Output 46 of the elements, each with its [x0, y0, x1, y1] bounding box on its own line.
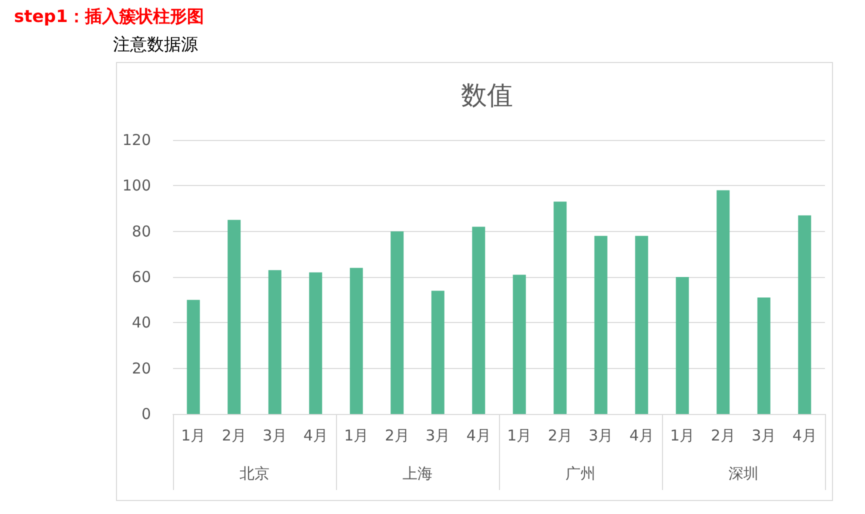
x-tick-label: 3月 — [426, 426, 450, 444]
y-tick-label: 60 — [132, 268, 151, 286]
x-tick-label: 1月 — [670, 426, 695, 444]
bar — [512, 274, 526, 414]
x-tick-label: 3月 — [752, 426, 776, 444]
bar — [309, 272, 322, 414]
text: 注意数据源 — [113, 34, 198, 56]
bar — [472, 226, 486, 414]
x-tick-label: 3月 — [588, 426, 614, 444]
x-tick-label: 1月 — [507, 426, 532, 444]
bar — [268, 270, 282, 414]
y-tick-label: 20 — [132, 359, 151, 378]
chart-title: 数值 — [461, 81, 513, 111]
bar — [228, 220, 241, 414]
bar — [186, 300, 200, 414]
x-tick-label: 2月 — [384, 426, 410, 444]
text: step1：插入簇状柱形图 — [14, 6, 204, 28]
bar — [798, 215, 812, 414]
bar — [757, 298, 770, 414]
text: 深圳 — [728, 464, 758, 482]
bar — [635, 236, 648, 414]
y-tick-label: 120 — [122, 131, 151, 149]
bar — [716, 190, 730, 414]
x-tick-label: 3月 — [262, 426, 288, 444]
x-tick-label: 2月 — [710, 426, 736, 444]
y-tick-label: 40 — [132, 314, 151, 332]
y-tick-label: 80 — [132, 222, 151, 240]
x-tick-label: 2月 — [222, 426, 246, 444]
text: 北京 — [240, 464, 270, 482]
x-tick-label: 4月 — [303, 426, 328, 444]
x-tick-label: 1月 — [181, 426, 206, 444]
x-tick-label: 4月 — [629, 426, 654, 444]
text: 上海 — [402, 464, 432, 482]
y-tick-label: 0 — [141, 405, 151, 423]
bar — [594, 236, 608, 414]
bar — [390, 231, 404, 414]
bar — [554, 202, 567, 414]
y-tick-label: 100 — [122, 176, 151, 195]
bar — [676, 277, 689, 414]
text: 广州 — [566, 464, 596, 482]
x-tick-label: 1月 — [344, 426, 369, 444]
x-tick-label: 2月 — [548, 426, 572, 444]
x-tick-label: 4月 — [792, 426, 817, 444]
x-tick-label: 4月 — [466, 426, 491, 444]
bar — [431, 290, 444, 414]
bar — [350, 268, 363, 414]
